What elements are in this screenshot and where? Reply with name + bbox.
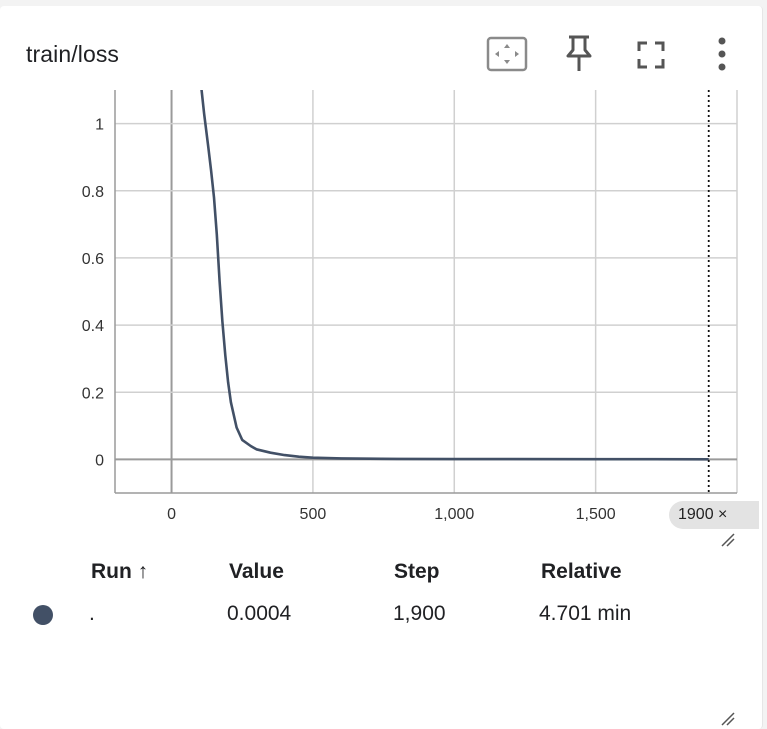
run-color-dot (33, 605, 53, 625)
x-tick-label: 500 (300, 506, 327, 523)
y-tick-label: 0.8 (82, 184, 104, 201)
relative-cell: 4.701 min (539, 602, 632, 625)
relative-column-header[interactable]: Relative (541, 560, 622, 583)
x-tick-label: 1,000 (434, 506, 474, 523)
card-resize-handle-icon[interactable] (721, 712, 735, 726)
y-tick-label: 0 (95, 452, 104, 469)
step-cell: 1,900 (393, 602, 446, 625)
y-tick-label: 0.2 (82, 385, 104, 402)
x-tick-label: 0 (167, 506, 176, 523)
fit-domain-icon[interactable] (486, 36, 528, 72)
more-vert-icon[interactable] (714, 36, 730, 72)
pin-icon[interactable] (565, 34, 593, 74)
run-name-cell: . (89, 602, 95, 625)
chart-tick-labels: 0 500 1,000 1,500 0 0.2 0.4 0.6 0.8 1 (82, 117, 616, 523)
fullscreen-icon[interactable] (637, 41, 665, 69)
chart-series (200, 90, 710, 493)
y-tick-label: 0.6 (82, 251, 104, 268)
chart-axes (114, 90, 737, 494)
value-column-header[interactable]: Value (229, 560, 284, 583)
resize-handle-icon[interactable] (721, 533, 735, 547)
value-cell: 0.0004 (227, 602, 292, 625)
step-column-header[interactable]: Step (394, 560, 440, 583)
loss-series-line (200, 90, 709, 461)
y-tick-label: 0.4 (82, 318, 104, 335)
step-cursor-badge[interactable]: 1900 × (669, 501, 759, 529)
loss-chart[interactable]: 0 500 1,000 1,500 0 0.2 0.4 0.6 0.8 1 (0, 0, 767, 540)
card-title: train/loss (26, 41, 120, 67)
x-tick-label: 1,500 (576, 506, 616, 523)
y-tick-label: 1 (95, 117, 104, 134)
run-column-header[interactable]: Run ↑ (91, 560, 149, 583)
scalar-card: train/loss (0, 6, 763, 729)
